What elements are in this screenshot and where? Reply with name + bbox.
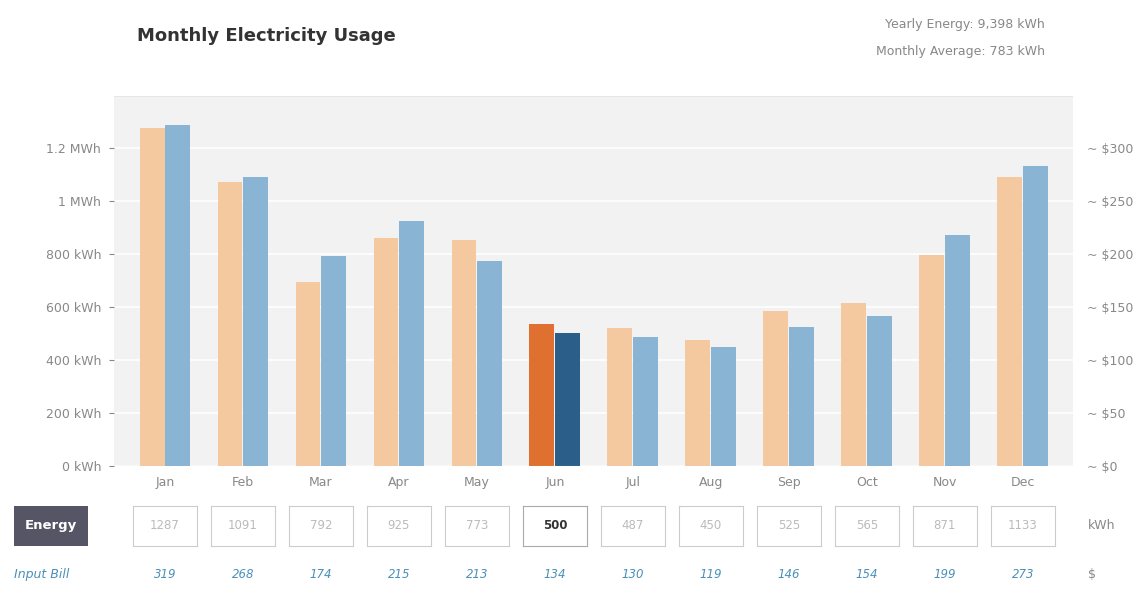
Text: 1091: 1091 — [228, 519, 258, 533]
Bar — [243, 177, 268, 466]
Bar — [1023, 166, 1048, 466]
Bar — [842, 303, 867, 466]
Bar — [400, 221, 424, 466]
Text: 174: 174 — [309, 568, 332, 581]
Text: 500: 500 — [542, 519, 568, 533]
Text: 273: 273 — [1012, 568, 1034, 581]
Bar — [166, 125, 191, 466]
Text: 154: 154 — [855, 568, 878, 581]
Bar — [217, 182, 242, 466]
Text: 565: 565 — [855, 519, 878, 533]
Text: 215: 215 — [387, 568, 410, 581]
Bar — [946, 235, 971, 466]
Text: 199: 199 — [933, 568, 956, 581]
Text: 146: 146 — [778, 568, 801, 581]
Text: 925: 925 — [387, 519, 410, 533]
Text: 871: 871 — [934, 519, 956, 533]
Bar — [789, 327, 814, 466]
Bar — [764, 311, 788, 466]
Text: 134: 134 — [544, 568, 566, 581]
Text: 450: 450 — [700, 519, 722, 533]
Text: 319: 319 — [154, 568, 176, 581]
Bar — [711, 347, 737, 466]
Bar — [321, 256, 346, 466]
Text: 268: 268 — [232, 568, 255, 581]
Text: Yearly Energy: 9,398 kWh: Yearly Energy: 9,398 kWh — [885, 18, 1045, 31]
Bar — [373, 238, 399, 466]
Bar — [555, 334, 580, 466]
Text: Energy: Energy — [25, 519, 77, 533]
Bar — [296, 282, 321, 466]
Bar — [608, 328, 633, 466]
Text: Monthly Electricity Usage: Monthly Electricity Usage — [137, 27, 396, 45]
Text: $: $ — [1088, 568, 1096, 581]
Text: kWh: kWh — [1088, 519, 1116, 533]
Bar — [919, 255, 944, 466]
Bar — [997, 177, 1022, 466]
Text: 119: 119 — [700, 568, 722, 581]
Bar — [451, 241, 476, 466]
Text: 1287: 1287 — [150, 519, 179, 533]
Text: 487: 487 — [621, 519, 644, 533]
Bar — [867, 316, 892, 466]
Text: Monthly Average: 783 kWh: Monthly Average: 783 kWh — [876, 45, 1045, 58]
Bar — [633, 337, 658, 466]
Bar — [685, 340, 710, 466]
Text: 1133: 1133 — [1008, 519, 1038, 533]
Text: 130: 130 — [621, 568, 644, 581]
Bar — [139, 128, 164, 466]
Text: Input Bill: Input Bill — [14, 568, 69, 581]
Text: 792: 792 — [309, 519, 332, 533]
Bar — [477, 261, 502, 466]
Text: 525: 525 — [778, 519, 799, 533]
Bar — [530, 324, 555, 466]
Text: 213: 213 — [466, 568, 488, 581]
Text: 773: 773 — [466, 519, 488, 533]
